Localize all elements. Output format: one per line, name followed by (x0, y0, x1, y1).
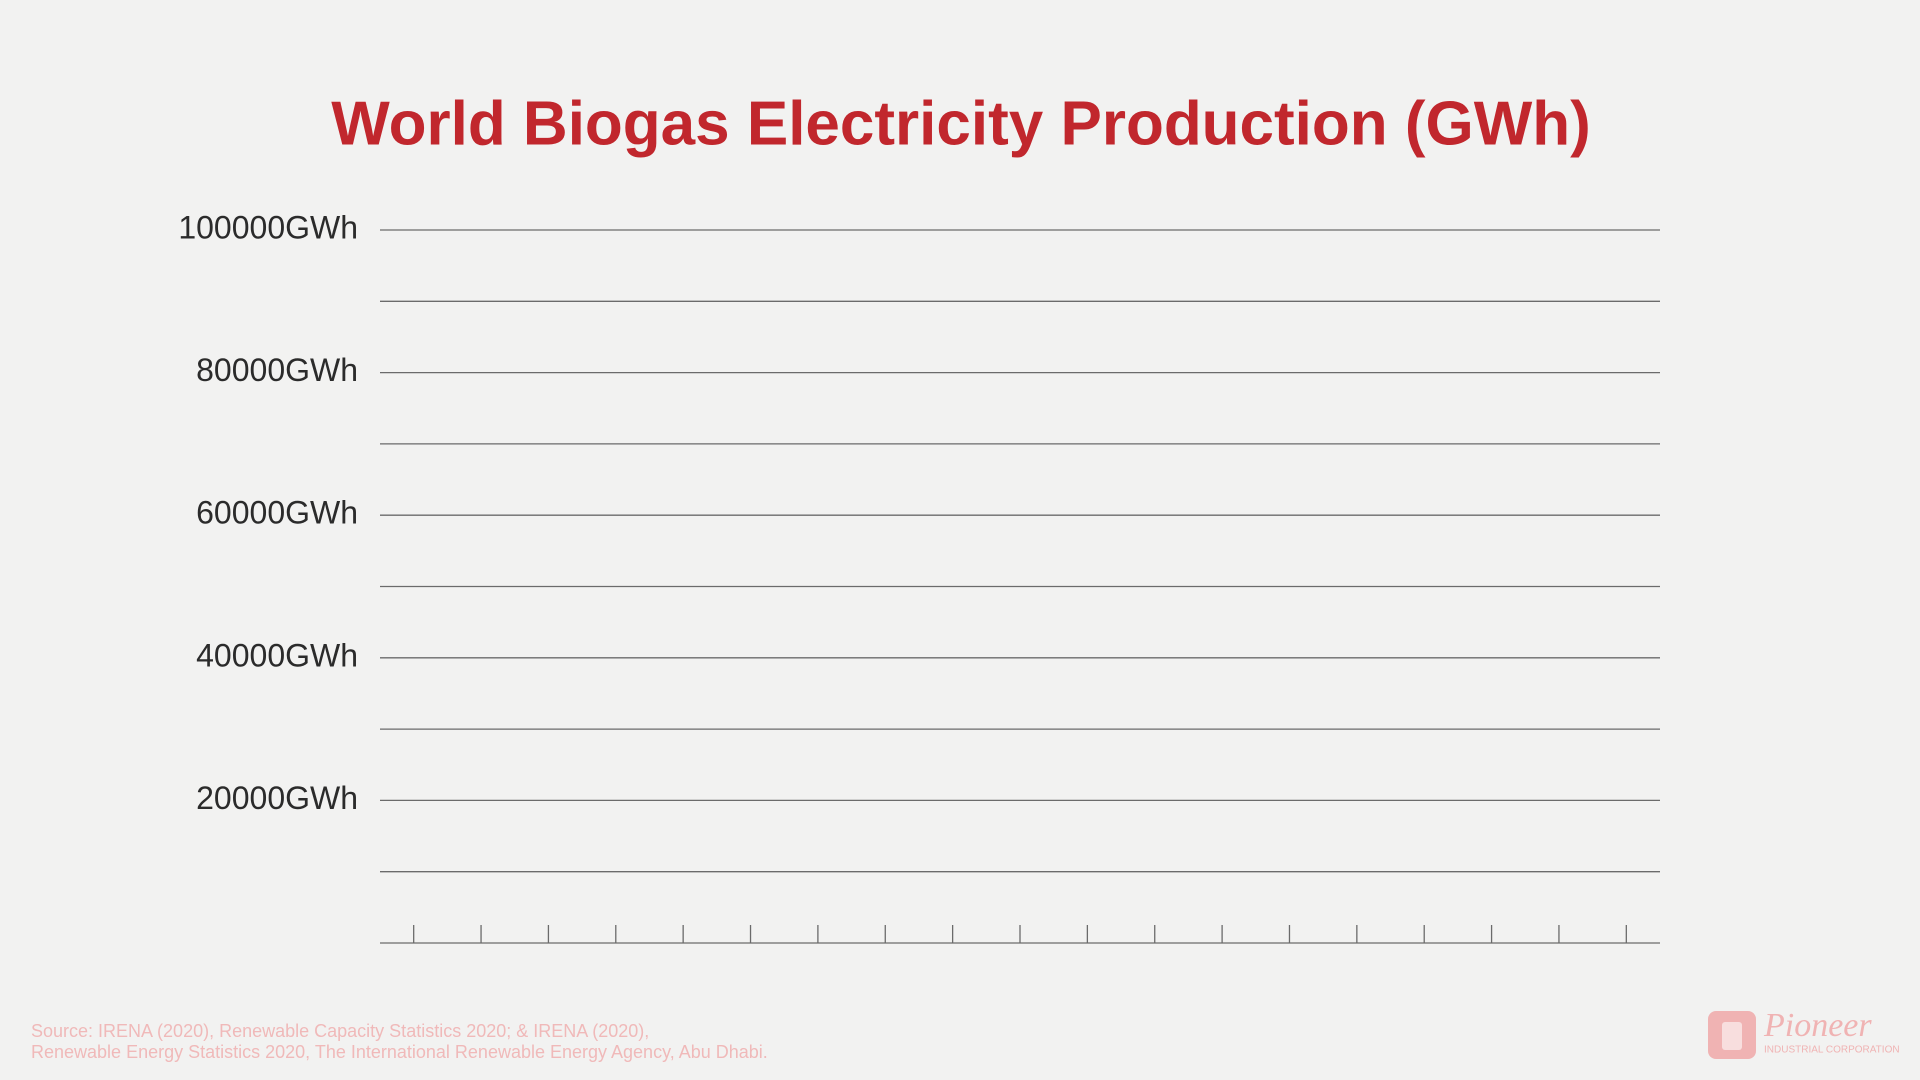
y-tick-label: 60000GWh (196, 495, 358, 531)
chart-title: World Biogas Electricity Production (GWh… (331, 89, 1591, 158)
source-line: Renewable Energy Statistics 2020, The In… (31, 1042, 768, 1062)
logo-name: Pioneer (1763, 1007, 1872, 1044)
y-tick-label: 80000GWh (196, 352, 358, 388)
y-tick-label: 20000GWh (196, 780, 358, 816)
logo: Pioneer INDUSTRIAL CORPORATION (1708, 1007, 1900, 1059)
logo-icon-inner (1722, 1022, 1742, 1050)
logo-tagline: INDUSTRIAL CORPORATION (1764, 1045, 1900, 1056)
source-line: Source: IRENA (2020), Renewable Capacity… (31, 1021, 649, 1041)
y-tick-label: 40000GWh (196, 637, 358, 673)
y-tick-label: 100000GWh (178, 209, 358, 245)
